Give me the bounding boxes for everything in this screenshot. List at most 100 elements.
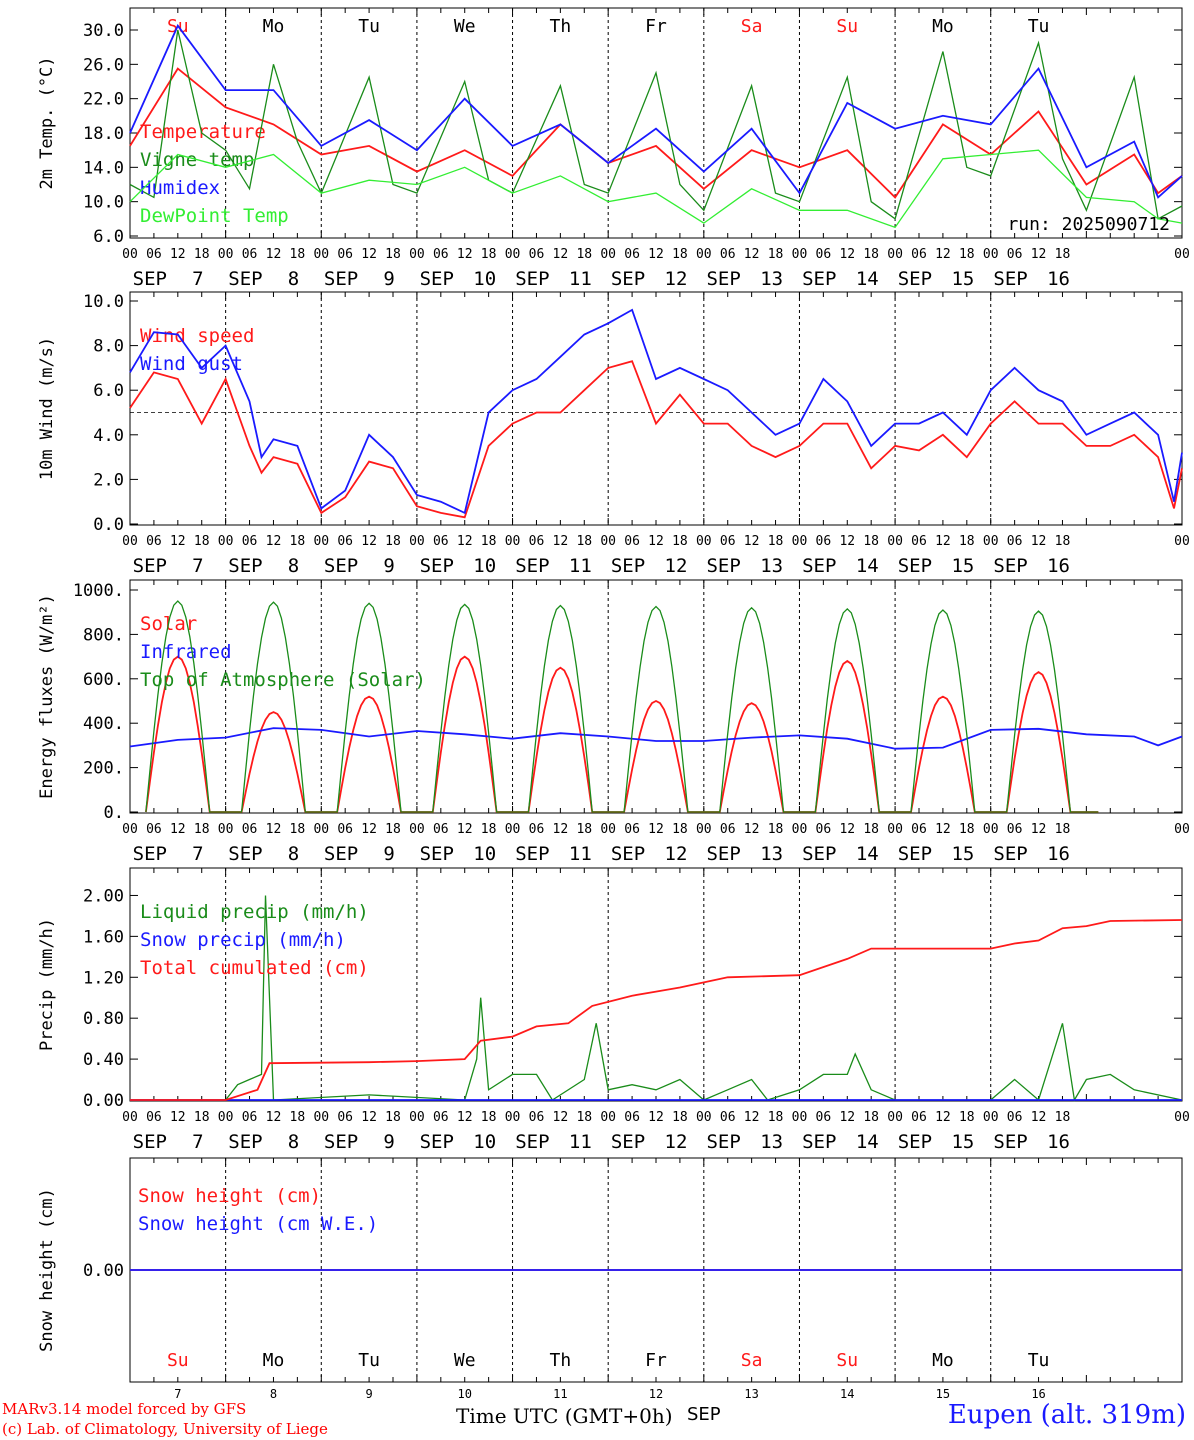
date-month-label: SEP bbox=[802, 268, 836, 290]
y-tick-label: 0.0 bbox=[93, 515, 124, 535]
hour-label: 12 bbox=[839, 822, 855, 837]
date-month-label: SEP bbox=[515, 555, 549, 577]
date-day-label: 12 bbox=[665, 268, 688, 290]
hour-label: 12 bbox=[553, 247, 569, 262]
hour-label: 18 bbox=[959, 534, 975, 549]
time-axis-title: Time UTC (GMT+0h) bbox=[456, 1404, 673, 1428]
hour-label: 18 bbox=[290, 247, 306, 262]
date-day-label: 9 bbox=[383, 555, 394, 577]
hour-label: 00 bbox=[887, 534, 903, 549]
hour-label: 06 bbox=[529, 1110, 545, 1125]
date-month-label: SEP bbox=[515, 1131, 549, 1153]
hour-label: 00 bbox=[1174, 822, 1190, 837]
hour-label: 18 bbox=[768, 534, 784, 549]
weekday-label: Th bbox=[550, 16, 572, 37]
date-day-label: 11 bbox=[553, 1387, 567, 1401]
panel-1: 6.0 10.0 14.0 18.0 22.0 26.0 30.0 2m Temp. (°C)… bbox=[37, 7, 1190, 290]
series-line bbox=[130, 919, 1183, 1101]
series-line bbox=[129, 149, 1183, 229]
hour-label: 06 bbox=[911, 247, 927, 262]
legend-entry: Temperature bbox=[140, 121, 266, 143]
weekday-label: Mo bbox=[932, 16, 954, 37]
date-day-label: 10 bbox=[473, 268, 496, 290]
hour-label: 12 bbox=[648, 1110, 664, 1125]
hour-label: 12 bbox=[839, 1110, 855, 1125]
panel-2: 0.0 2.0 4.0 6.0 8.0 10.0 10m Wind (m/s) Wind sp… bbox=[37, 291, 1190, 577]
date-day-label: 9 bbox=[383, 1131, 394, 1153]
legend-entry: DewPoint Temp bbox=[140, 205, 289, 227]
hour-label: 18 bbox=[959, 1110, 975, 1125]
y-axis-label: 10m Wind (m/s) bbox=[37, 337, 57, 480]
hour-label: 12 bbox=[553, 822, 569, 837]
date-day-label: 12 bbox=[649, 1387, 663, 1401]
date-month-label: SEP bbox=[515, 843, 549, 865]
hour-label: 12 bbox=[266, 1110, 282, 1125]
date-day-label: 13 bbox=[760, 268, 783, 290]
y-tick-label: 0.00 bbox=[83, 1091, 124, 1111]
hour-label: 12 bbox=[361, 822, 377, 837]
date-month-label: SEP bbox=[133, 843, 167, 865]
hour-label: 12 bbox=[361, 1110, 377, 1125]
hour-label: 12 bbox=[744, 534, 760, 549]
hour-label: 18 bbox=[768, 1110, 784, 1125]
hour-label: 06 bbox=[433, 1110, 449, 1125]
hour-label: 12 bbox=[935, 247, 951, 262]
y-tick-label: 30.0 bbox=[83, 21, 124, 41]
date-day-label: 9 bbox=[365, 1387, 372, 1401]
date-day-label: 16 bbox=[1047, 843, 1070, 865]
hour-label: 00 bbox=[600, 534, 616, 549]
hour-label: 18 bbox=[959, 822, 975, 837]
hour-label: 18 bbox=[959, 247, 975, 262]
hour-label: 00 bbox=[313, 534, 329, 549]
date-day-label: 14 bbox=[856, 1131, 879, 1153]
date-day-label: 8 bbox=[288, 555, 299, 577]
y-tick-label: 6.0 bbox=[93, 381, 124, 401]
date-month-label: SEP bbox=[898, 843, 932, 865]
hour-label: 06 bbox=[146, 534, 162, 549]
hour-label: 00 bbox=[696, 247, 712, 262]
date-day-label: 12 bbox=[665, 843, 688, 865]
date-month-label: SEP bbox=[898, 555, 932, 577]
hour-label: 06 bbox=[1007, 247, 1023, 262]
hour-label: 00 bbox=[696, 1110, 712, 1125]
date-day-label: 11 bbox=[569, 268, 592, 290]
date-month-label: SEP bbox=[420, 843, 454, 865]
date-day-label: 13 bbox=[760, 843, 783, 865]
model-credit: MARv3.14 model forced by GFS bbox=[2, 1400, 247, 1418]
hour-label: 06 bbox=[242, 247, 258, 262]
date-day-label: 11 bbox=[569, 555, 592, 577]
panel-3: 0. 200. 400. 600. 800. 1000. Energy fluxes (W/… bbox=[37, 579, 1190, 865]
hour-label: 06 bbox=[529, 822, 545, 837]
hour-label: 06 bbox=[337, 1110, 353, 1125]
series-line bbox=[129, 23, 1183, 199]
hour-label: 12 bbox=[1031, 247, 1047, 262]
date-day-label: 16 bbox=[1047, 555, 1070, 577]
date-day-label: 14 bbox=[840, 1387, 854, 1401]
y-tick-label: 2.00 bbox=[83, 886, 124, 906]
date-month-label: SEP bbox=[802, 843, 836, 865]
date-day-label: 7 bbox=[192, 843, 203, 865]
hour-label: 18 bbox=[672, 247, 688, 262]
date-month-label: SEP bbox=[133, 555, 167, 577]
hour-label: 12 bbox=[553, 1110, 569, 1125]
date-day-label: 14 bbox=[856, 268, 879, 290]
lab-credit: (c) Lab. of Climatology, University of L… bbox=[2, 1420, 328, 1438]
hour-label: 00 bbox=[409, 247, 425, 262]
hour-label: 00 bbox=[409, 534, 425, 549]
y-tick-label: 0.00 bbox=[83, 1261, 124, 1281]
weekday-label: Th bbox=[550, 1350, 572, 1371]
date-month-label: SEP bbox=[133, 1131, 167, 1153]
hour-label: 18 bbox=[863, 247, 879, 262]
hour-label: 12 bbox=[744, 1110, 760, 1125]
hour-label: 06 bbox=[146, 1110, 162, 1125]
date-month-label: SEP bbox=[324, 1131, 358, 1153]
hour-label: 06 bbox=[816, 1110, 832, 1125]
hour-label: 00 bbox=[122, 247, 138, 262]
hour-label: 06 bbox=[242, 534, 258, 549]
hour-label: 18 bbox=[1055, 534, 1071, 549]
hour-label: 00 bbox=[505, 822, 521, 837]
y-tick-label: 26.0 bbox=[83, 55, 124, 75]
hour-label: 12 bbox=[553, 534, 569, 549]
hour-label: 06 bbox=[242, 822, 258, 837]
